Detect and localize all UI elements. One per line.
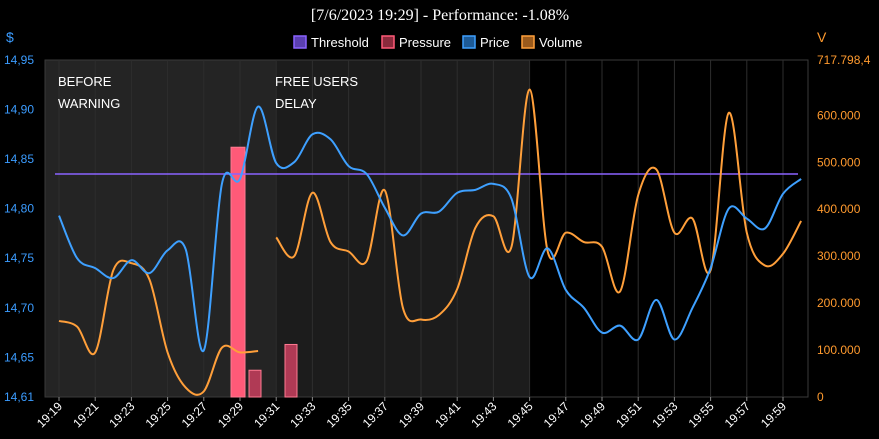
legend-label-volume: Volume: [539, 35, 582, 50]
legend-swatch-threshold: [293, 35, 307, 49]
pressure-series: [230, 146, 298, 398]
legend-item-threshold[interactable]: Threshold: [293, 35, 369, 50]
pressure-bar: [284, 343, 298, 398]
pressure-bar: [230, 146, 246, 398]
region-label: FREE USERS: [275, 74, 358, 89]
legend-label-threshold: Threshold: [311, 35, 369, 50]
right-tick-label: 100.000: [817, 343, 861, 357]
left-tick-label: 14,70: [4, 301, 34, 315]
plot-area: [44, 59, 809, 398]
left-tick-label: 14,61: [4, 390, 34, 404]
region-label: WARNING: [58, 96, 120, 111]
volume-line-segment-1: [58, 259, 259, 396]
right-tick-label: 500.000: [817, 155, 861, 169]
left-axis: 14,95 14,90 14,85 14,80 14,75 14,70 14,65 14,61: [4, 53, 34, 404]
right-axis-unit: V: [817, 29, 827, 45]
legend-item-volume[interactable]: Volume: [521, 35, 582, 50]
legend-item-price[interactable]: Price: [462, 35, 510, 50]
region-label: DELAY: [275, 96, 317, 111]
right-tick-label: 0: [817, 390, 824, 404]
right-tick-label: 200.000: [817, 296, 861, 310]
price-line: [58, 105, 802, 353]
legend-label-pressure: Pressure: [399, 35, 451, 50]
right-tick-label: 400.000: [817, 202, 861, 216]
volume-line-segment-2: [275, 88, 802, 323]
region-label: BEFORE: [58, 74, 112, 89]
legend-swatch-volume: [521, 35, 535, 49]
right-tick-label: 717.798,4: [817, 53, 871, 67]
left-tick-label: 14,90: [4, 103, 34, 117]
legend-swatch-pressure: [381, 35, 395, 49]
right-tick-label: 600.000: [817, 108, 861, 122]
grid: [58, 60, 784, 397]
region-annotations: BEFORE WARNING FREE USERS DELAY: [58, 74, 358, 111]
right-tick-label: 300.000: [817, 249, 861, 263]
shaded-region: [276, 60, 530, 397]
left-tick-label: 14,85: [4, 152, 34, 166]
left-tick-label: 14,75: [4, 251, 34, 265]
line-series: [55, 88, 802, 396]
legend-label-price: Price: [480, 35, 510, 50]
legend: Threshold Pressure Price Volume: [293, 35, 582, 50]
left-tick-label: 14,80: [4, 202, 34, 216]
legend-swatch-price: [462, 35, 476, 49]
plot-border: [44, 59, 809, 398]
right-axis: 717.798,4 600.000 500.000 400.000 300.000 200…: [817, 53, 871, 404]
legend-item-pressure[interactable]: Pressure: [381, 35, 451, 50]
left-tick-label: 14,65: [4, 350, 34, 364]
chart-title: [7/6/2023 19:29] - Performance: -1.08%: [311, 7, 569, 24]
left-axis-unit: $: [6, 29, 14, 45]
pressure-bar: [248, 369, 262, 398]
left-tick-label: 14,95: [4, 53, 34, 67]
